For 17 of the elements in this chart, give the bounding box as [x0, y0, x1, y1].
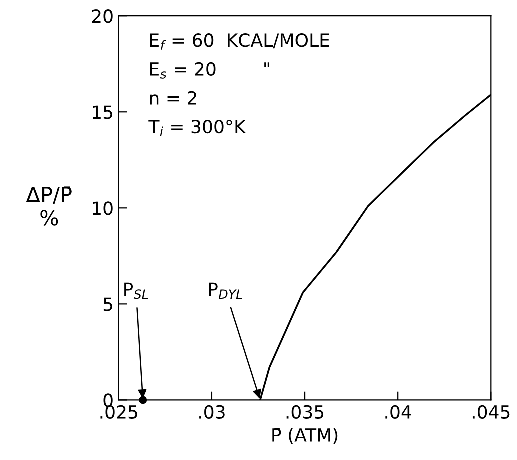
y-tick-label: 20 — [92, 10, 113, 24]
x-tick-label: .025 — [100, 405, 138, 420]
y-tick-label: 15 — [93, 106, 112, 120]
annotation: P$_{DYL}$ — [209, 282, 242, 299]
y-tick-label: 5 — [104, 298, 112, 312]
annotation: T$_{i}$ = 300°K — [148, 120, 246, 136]
y-tick-label: 10 — [93, 202, 113, 216]
x-tick-label: .045 — [472, 405, 510, 420]
x-tick-label: .035 — [286, 405, 324, 420]
x-tick-label: .03 — [200, 405, 225, 420]
x-axis-title: P̄ (ATM) — [272, 428, 338, 444]
y-axis-title: ΔP/P̄ % — [26, 186, 72, 226]
annotation: P$_{SL}$ — [124, 282, 148, 300]
x-tick-label: .04 — [386, 405, 412, 420]
annotation: n = 2 — [150, 91, 196, 105]
annotation: E$_{s}$ = 20 " — [150, 62, 270, 79]
annotation: E$_{f}$ = 60 KCAL/MOLE — [150, 34, 330, 50]
